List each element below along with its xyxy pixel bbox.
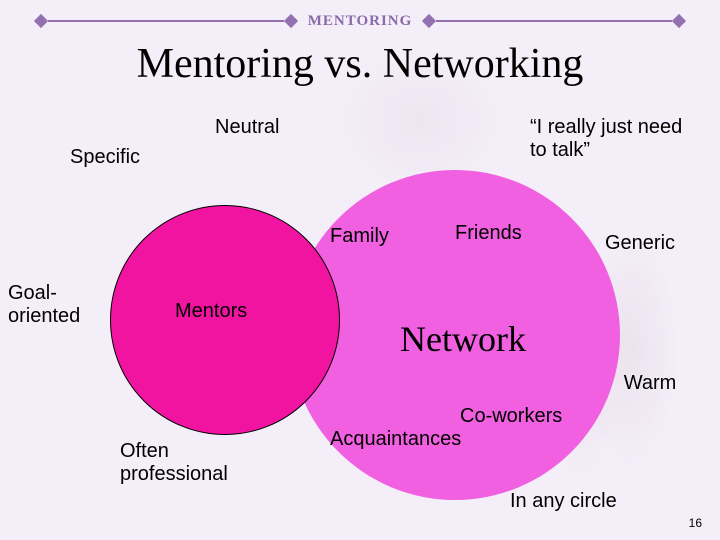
label-family: Family bbox=[330, 225, 389, 248]
label-warm: Warm bbox=[624, 372, 677, 395]
label-coworkers: Co-workers bbox=[460, 405, 562, 428]
header-label: MENTORING bbox=[298, 13, 423, 30]
label-often-professional: Often professional bbox=[120, 440, 250, 486]
label-neutral: Neutral bbox=[215, 116, 279, 139]
label-in-any-circle: In any circle bbox=[510, 490, 617, 513]
label-mentors: Mentors bbox=[175, 300, 247, 323]
label-quote: “I really just need to talk” bbox=[530, 116, 700, 162]
label-specific: Specific bbox=[70, 146, 140, 169]
label-acquaintances: Acquaintances bbox=[330, 428, 461, 451]
slide-number: 16 bbox=[689, 516, 702, 530]
label-network: Network bbox=[400, 318, 526, 360]
label-goal-oriented: Goal-oriented bbox=[8, 282, 98, 328]
slide-title: Mentoring vs. Networking bbox=[0, 40, 720, 88]
rule-line-right bbox=[436, 20, 672, 22]
label-generic: Generic bbox=[605, 232, 675, 255]
rule-line-left bbox=[48, 20, 284, 22]
label-friends: Friends bbox=[455, 222, 522, 245]
header-rule: MENTORING bbox=[34, 17, 686, 25]
